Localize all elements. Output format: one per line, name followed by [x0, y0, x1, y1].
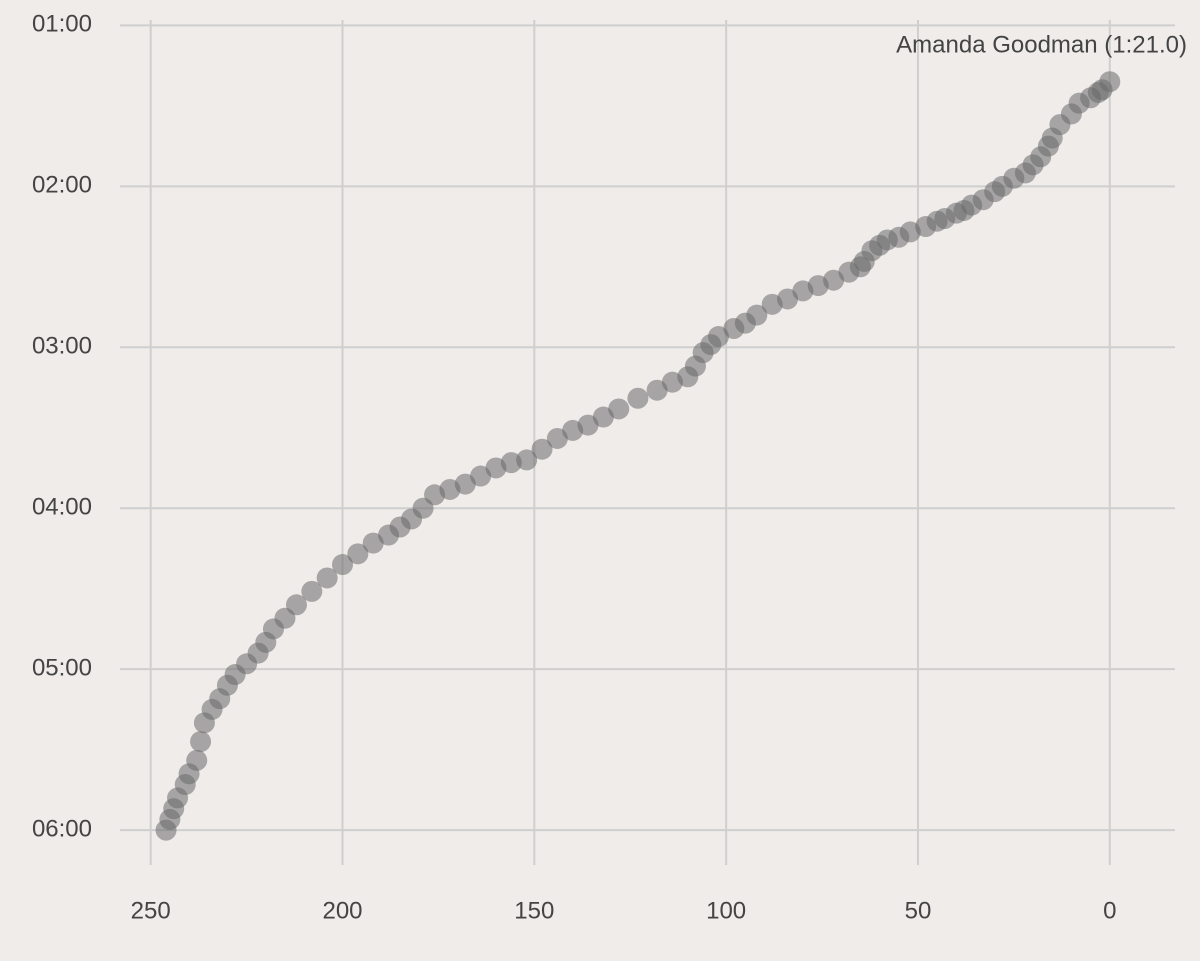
- x-tick-label: 50: [905, 897, 932, 924]
- y-tick-label: 03:00: [32, 333, 92, 360]
- point: [627, 387, 649, 409]
- point: [316, 567, 338, 589]
- y-tick-label: 02:00: [32, 172, 92, 199]
- point: [646, 379, 668, 401]
- x-tick-label: 250: [131, 897, 171, 924]
- annotation: Amanda Goodman (1:21.0): [896, 31, 1187, 58]
- y-tick-label: 01:00: [32, 11, 92, 38]
- point: [531, 438, 553, 460]
- point: [193, 712, 215, 734]
- x-tick-label: 100: [706, 897, 746, 924]
- y-tick-label: 06:00: [32, 815, 92, 842]
- x-tick-label: 200: [322, 897, 362, 924]
- x-tick-label: 0: [1103, 897, 1116, 924]
- point: [190, 731, 212, 753]
- point: [546, 427, 568, 449]
- point: [155, 819, 177, 841]
- point: [301, 580, 323, 602]
- point: [362, 532, 384, 554]
- x-tick-label: 150: [514, 897, 554, 924]
- point: [332, 554, 354, 576]
- y-tick-label: 04:00: [32, 494, 92, 521]
- point: [347, 543, 369, 565]
- y-tick-label: 05:00: [32, 655, 92, 682]
- point: [761, 293, 783, 315]
